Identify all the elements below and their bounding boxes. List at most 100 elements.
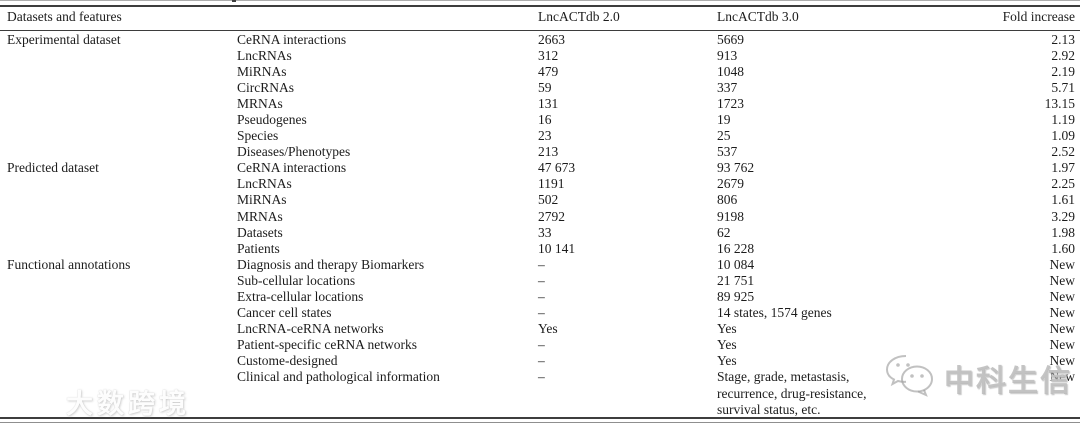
feature-cell: MiRNAs <box>237 63 287 79</box>
feature-cell: Species <box>237 128 279 144</box>
table-row: Patient-specific ceRNA networks – Yes New <box>0 337 1080 353</box>
feature-cell: Patients <box>237 240 280 256</box>
v2-cell: 59 <box>538 79 552 95</box>
group-cell <box>0 48 230 64</box>
v2-cell: 131 <box>538 95 559 111</box>
fold-cell: New <box>1049 289 1076 304</box>
table-row: LncRNAs 1191 2679 2.25 <box>0 176 1080 192</box>
fold-cell: 13.15 <box>1044 95 1075 111</box>
v2-cell: 502 <box>538 192 559 208</box>
v2-cell: 213 <box>538 144 559 160</box>
fold-cell: 1.98 <box>1051 224 1075 240</box>
table-row: Custome-designed – Yes New <box>0 353 1080 369</box>
v2-cell: – <box>538 289 545 304</box>
fold-cell: New <box>1049 272 1076 288</box>
fold-cell: 2.19 <box>1051 63 1075 79</box>
v2-cell: – <box>538 337 545 353</box>
v3-cell: 10 084 <box>717 256 755 272</box>
fold-cell: New <box>1049 321 1076 337</box>
v3-cell: 62 <box>717 224 731 240</box>
feature-cell: LncRNA-ceRNA networks <box>237 321 384 337</box>
fold-cell: 1.19 <box>1051 111 1075 127</box>
v2-cell: 2663 <box>538 31 565 47</box>
table-row: Pseudogenes 16 19 1.19 <box>0 112 1080 128</box>
group-cell <box>0 305 230 321</box>
v3-cell: 913 <box>717 47 738 63</box>
header-lncactdb-3: LncACTdb 3.0 <box>710 6 955 31</box>
table-row: LncRNAs 312 913 2.92 <box>0 48 1080 64</box>
v3-cell: 1723 <box>717 95 744 111</box>
v2-cell: 2792 <box>538 208 565 224</box>
table-row: MRNAs 2792 9198 3.29 <box>0 209 1080 225</box>
group-cell <box>0 241 230 257</box>
v2-cell: 10 141 <box>538 240 576 256</box>
table-row: Patients 10 141 16 228 1.60 <box>0 241 1080 257</box>
feature-cell: Custome-designed <box>237 353 338 369</box>
fold-cell: 1.97 <box>1051 160 1075 176</box>
feature-cell: Patient-specific ceRNA networks <box>237 337 417 353</box>
v2-cell: 312 <box>538 47 559 63</box>
group-cell <box>0 192 230 208</box>
feature-cell: Clinical and pathological information <box>237 369 440 385</box>
v2-cell: – <box>538 369 545 385</box>
group-cell <box>0 337 230 353</box>
table-row: Species 23 25 1.09 <box>0 128 1080 144</box>
group-cell <box>0 321 230 337</box>
v2-cell: 47 673 <box>538 160 576 176</box>
table-row: Sub-cellular locations – 21 751 New <box>0 273 1080 289</box>
table-row: MiRNAs 502 806 1.61 <box>0 192 1080 208</box>
header-datasets-and-features: Datasets and features <box>0 6 230 31</box>
v2-cell: 1191 <box>538 176 565 192</box>
fold-cell: New <box>1049 337 1076 353</box>
fold-cell: 2.13 <box>1051 31 1075 47</box>
table-row: Datasets 33 62 1.98 <box>0 225 1080 241</box>
v3-cell: 16 228 <box>717 240 755 256</box>
fold-cell: 1.60 <box>1051 240 1075 256</box>
v3-cell: Yes <box>717 321 737 337</box>
fold-cell: 1.61 <box>1051 192 1075 208</box>
group-cell <box>0 353 230 369</box>
header-fold-increase: Fold increase <box>955 6 1080 31</box>
v3-cell: 1048 <box>717 63 744 79</box>
bottom-rule-inner <box>0 417 1080 419</box>
group-cell <box>0 273 230 289</box>
fold-cell: New <box>1049 353 1076 369</box>
v2-cell: – <box>538 256 545 272</box>
feature-cell: Sub-cellular locations <box>237 272 356 288</box>
feature-cell: Datasets <box>237 224 283 240</box>
group-cell <box>0 289 230 305</box>
feature-cell: MiRNAs <box>237 192 287 208</box>
header-lncactdb-2: LncACTdb 2.0 <box>531 6 710 31</box>
v3-cell: 21 751 <box>717 272 755 288</box>
fold-cell: 2.52 <box>1051 144 1075 160</box>
v2-cell: 479 <box>538 63 559 79</box>
fold-cell: 1.09 <box>1051 128 1075 144</box>
feature-cell: CeRNA interactions <box>237 160 347 176</box>
feature-cell: LncRNAs <box>237 176 292 192</box>
v3-cell: 25 <box>717 128 731 144</box>
table-row: Extra-cellular locations – 89 925 New <box>0 289 1080 305</box>
v2-cell: 33 <box>538 224 552 240</box>
feature-cell: MRNAs <box>237 208 283 224</box>
fold-cell: New <box>1049 256 1076 272</box>
header-row: Datasets and features LncACTdb 2.0 LncAC… <box>0 6 1080 31</box>
v3-cell: 9198 <box>717 208 744 224</box>
table-row: CircRNAs 59 337 5.71 <box>0 80 1080 96</box>
feature-cell: Diagnosis and therapy Biomarkers <box>237 256 425 272</box>
feature-cell: LncRNAs <box>237 47 292 63</box>
v3-cell: 14 states, 1574 genes <box>717 305 832 321</box>
table-row: Experimental dataset CeRNA interactions 26… <box>0 30 1080 48</box>
feature-cell: Pseudogenes <box>237 111 307 127</box>
table-row: MRNAs 131 1723 13.15 <box>0 96 1080 112</box>
cropped-caption-artifact <box>232 0 236 2</box>
v3-cell: 19 <box>717 111 731 127</box>
group-cell <box>0 96 230 112</box>
group-cell <box>0 176 230 192</box>
v3-cell: 89 925 <box>717 289 755 304</box>
table-row: MiRNAs 479 1048 2.19 <box>0 64 1080 80</box>
group-cell: Experimental dataset <box>7 31 121 47</box>
group-cell <box>0 64 230 80</box>
fold-cell: New <box>1049 305 1076 321</box>
v2-cell: – <box>538 305 545 321</box>
